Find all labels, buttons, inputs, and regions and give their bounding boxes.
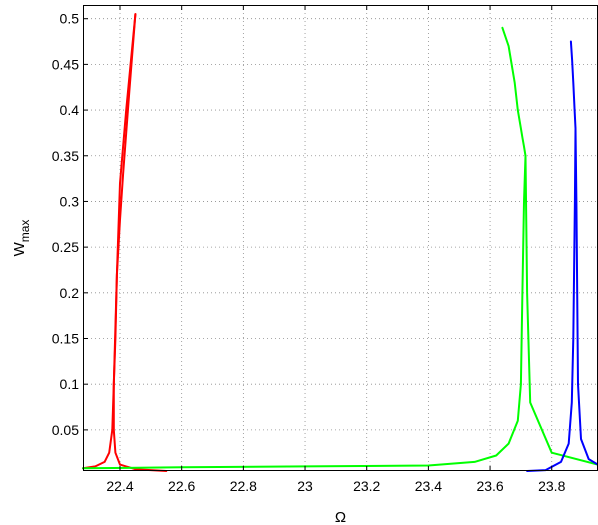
y-tick-labels: 0.05 0.1 0.15 0.2 0.25 0.3 0.35 0.4 0.45 0.5 (52, 11, 79, 438)
series-1-branch-2-line (112, 13, 168, 472)
y-axis-label-subscript: max (18, 220, 32, 243)
y-tick-label: 0.05 (52, 422, 79, 438)
x-axis-label: Ω (335, 509, 346, 525)
y-tick-label: 0.45 (52, 56, 79, 72)
y-axis-label: Wmax (11, 220, 32, 257)
y-tick-label: 0.4 (60, 102, 80, 118)
y-tick-label: 0.15 (52, 331, 79, 347)
series-3-branch-1-line (526, 127, 577, 472)
plot-series (82, 13, 598, 472)
x-tick-label: 22.8 (230, 478, 257, 494)
y-tick-label: 0.1 (60, 376, 80, 392)
y-tick-label: 0.3 (60, 193, 80, 209)
series-2-branch-1-line (82, 154, 598, 470)
svg-text:Wmax: Wmax (11, 220, 32, 257)
x-tick-labels: 22.4 22.6 22.8 23 23.2 23.4 23.6 23.8 (106, 478, 565, 494)
x-tick-label: 22.4 (106, 478, 133, 494)
y-tick-label: 0.2 (60, 285, 80, 301)
x-tick-label: 23.2 (353, 478, 380, 494)
y-tick-label: 0.5 (60, 11, 80, 27)
x-tick-label: 23.6 (476, 478, 503, 494)
x-tick-label: 23.4 (415, 478, 442, 494)
x-tick-label: 22.6 (168, 478, 195, 494)
series-2-branch-2-line (501, 26, 527, 157)
x-tick-label: 23.8 (538, 478, 565, 494)
grid-lines (83, 5, 598, 471)
x-tick-label: 23 (297, 478, 313, 494)
y-tick-label: 0.35 (52, 148, 79, 164)
y-tick-label: 0.25 (52, 239, 79, 255)
series-1-branch-1-line (82, 13, 137, 470)
axis-ticks (83, 5, 553, 471)
series-3-branch-2-line (569, 40, 598, 466)
y-axis-label-main: W (11, 241, 28, 256)
